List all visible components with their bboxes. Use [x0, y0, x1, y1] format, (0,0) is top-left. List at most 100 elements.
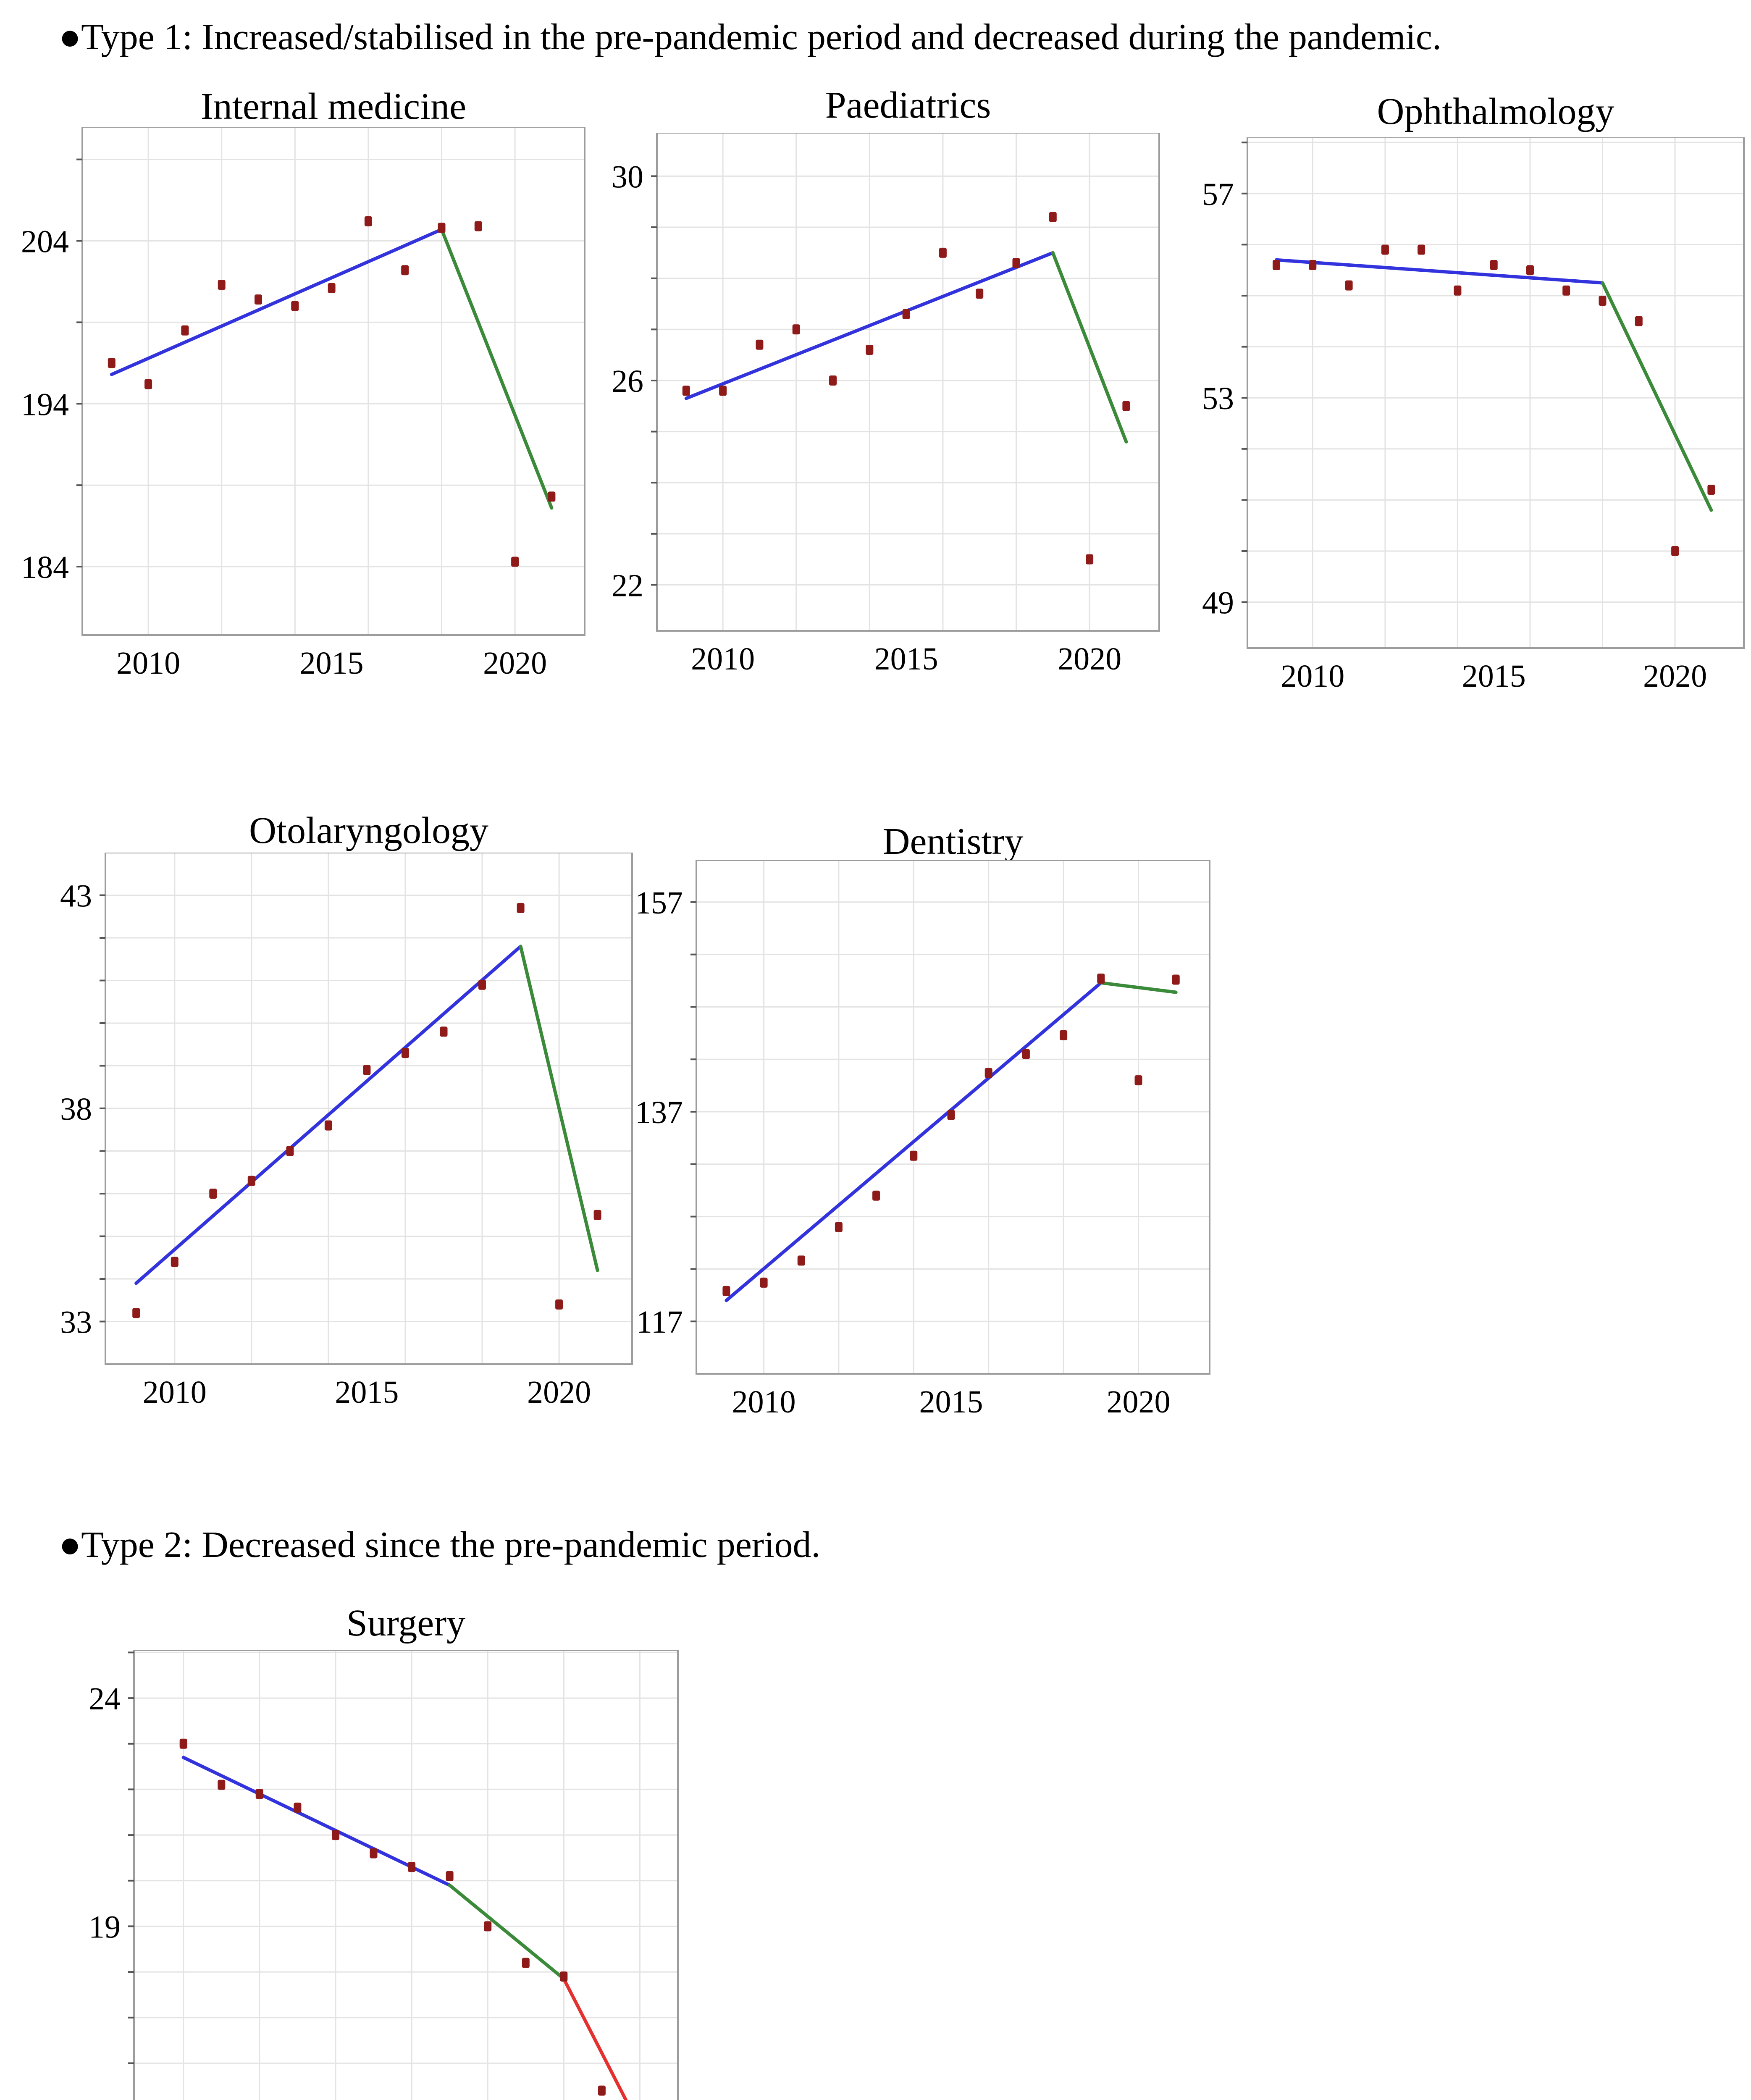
data-point — [947, 1110, 955, 1120]
chart-title: Dentistry — [882, 821, 1024, 862]
data-point — [872, 1190, 880, 1201]
chart-plot: 33 38 43 2010 2015 2020 — [60, 853, 633, 1410]
data-point — [756, 339, 764, 350]
y-tick-label: 33 — [60, 1305, 92, 1340]
data-point — [286, 1146, 294, 1156]
data-point — [760, 1277, 768, 1288]
data-point — [1309, 260, 1317, 270]
data-point — [484, 1921, 492, 1932]
data-point — [255, 294, 262, 305]
data-point — [255, 1789, 263, 1799]
data-point — [1454, 285, 1462, 296]
chart-title: Internal medicine — [200, 86, 467, 127]
data-point — [910, 1150, 918, 1161]
data-point — [401, 265, 409, 276]
x-tick-label: 2015 — [335, 1375, 399, 1410]
data-point — [555, 1299, 563, 1310]
y-tick-label: 19 — [89, 1909, 121, 1945]
y-tick-label: 184 — [21, 550, 69, 585]
data-point — [1122, 401, 1130, 411]
data-point — [1012, 258, 1020, 268]
trend-line — [440, 228, 554, 510]
y-tick-label: 26 — [612, 364, 643, 399]
data-point — [363, 1065, 371, 1075]
data-point — [682, 386, 690, 396]
chart-ophthalmology: Ophthalmology 49 53 57 2010 2015 2020 — [1170, 86, 1750, 705]
data-point — [598, 2085, 606, 2096]
data-point — [797, 1255, 805, 1266]
data-point — [976, 289, 984, 299]
data-point — [835, 1222, 843, 1232]
chart-otolaryngology: Otolaryngology 33 38 43 2010 2015 2020 — [28, 808, 638, 1421]
data-point — [792, 324, 800, 335]
data-point — [1599, 296, 1607, 306]
y-tick-label: 204 — [21, 224, 69, 260]
data-point — [478, 979, 486, 990]
trend-line — [1275, 258, 1604, 285]
plot-border — [696, 860, 1210, 1375]
data-point — [332, 1830, 339, 1840]
trend-line — [562, 1977, 628, 2100]
y-tick-label: 49 — [1202, 585, 1234, 621]
chart-plot: 22 26 30 2010 2015 2020 — [612, 133, 1160, 677]
data-point — [984, 1068, 992, 1078]
data-point — [446, 1871, 454, 1881]
x-tick-label: 2020 — [483, 646, 547, 681]
data-point — [209, 1189, 217, 1199]
x-tick-label: 2020 — [1643, 659, 1707, 694]
data-point — [722, 1286, 730, 1296]
trend-line — [725, 981, 1103, 1302]
data-point — [218, 1780, 226, 1790]
data-point — [408, 1862, 416, 1872]
trend-line — [110, 228, 444, 376]
x-tick-label: 2015 — [300, 646, 364, 681]
plot-border — [81, 127, 585, 636]
plot-border — [133, 1650, 679, 2100]
data-point — [328, 283, 336, 293]
chart-title: Surgery — [346, 1602, 466, 1644]
data-point — [1381, 244, 1389, 255]
type2-heading: ●Type 2: Decreased since the pre-pandemi… — [59, 1525, 821, 1565]
data-point — [108, 358, 116, 368]
data-point — [291, 301, 299, 311]
data-point — [1049, 212, 1057, 222]
chart-title: Otolaryngology — [249, 810, 488, 851]
data-point — [1707, 485, 1715, 495]
data-point — [1526, 265, 1534, 276]
chart-title: Ophthalmology — [1377, 91, 1614, 132]
data-point — [1562, 285, 1570, 296]
chart-plot: 117 137 157 2010 2015 2020 — [635, 860, 1210, 1420]
x-tick-label: 2020 — [527, 1375, 591, 1410]
x-tick-label: 2010 — [1281, 659, 1344, 694]
data-point — [440, 1026, 448, 1037]
trend-line — [134, 945, 522, 1285]
data-point — [939, 247, 947, 258]
data-point — [560, 1971, 568, 1982]
data-point — [1345, 280, 1353, 291]
data-point — [1671, 546, 1679, 556]
data-point — [1418, 244, 1425, 255]
data-point — [1086, 554, 1094, 564]
data-point — [548, 491, 556, 502]
data-point — [1097, 974, 1105, 984]
data-point — [144, 379, 152, 389]
x-tick-label: 2020 — [1058, 641, 1121, 677]
y-tick-label: 30 — [612, 159, 643, 194]
chart-title: Paediatrics — [825, 84, 991, 126]
x-tick-label: 2010 — [691, 641, 755, 677]
chart-surgery: Surgery 141924201020152020 — [56, 1596, 684, 2100]
data-point — [1060, 1030, 1068, 1040]
plot-background — [134, 1650, 678, 2100]
data-point — [402, 1048, 409, 1058]
plot-background — [82, 127, 585, 635]
plot-background — [1247, 137, 1744, 648]
trend-line — [519, 945, 599, 1272]
y-tick-label: 157 — [635, 885, 683, 921]
y-tick-label: 24 — [89, 1681, 121, 1717]
y-tick-label: 38 — [60, 1092, 92, 1127]
trend-line — [181, 1756, 452, 1887]
trend-line — [1051, 251, 1128, 444]
y-tick-label: 117 — [636, 1305, 683, 1340]
data-point — [902, 309, 910, 319]
